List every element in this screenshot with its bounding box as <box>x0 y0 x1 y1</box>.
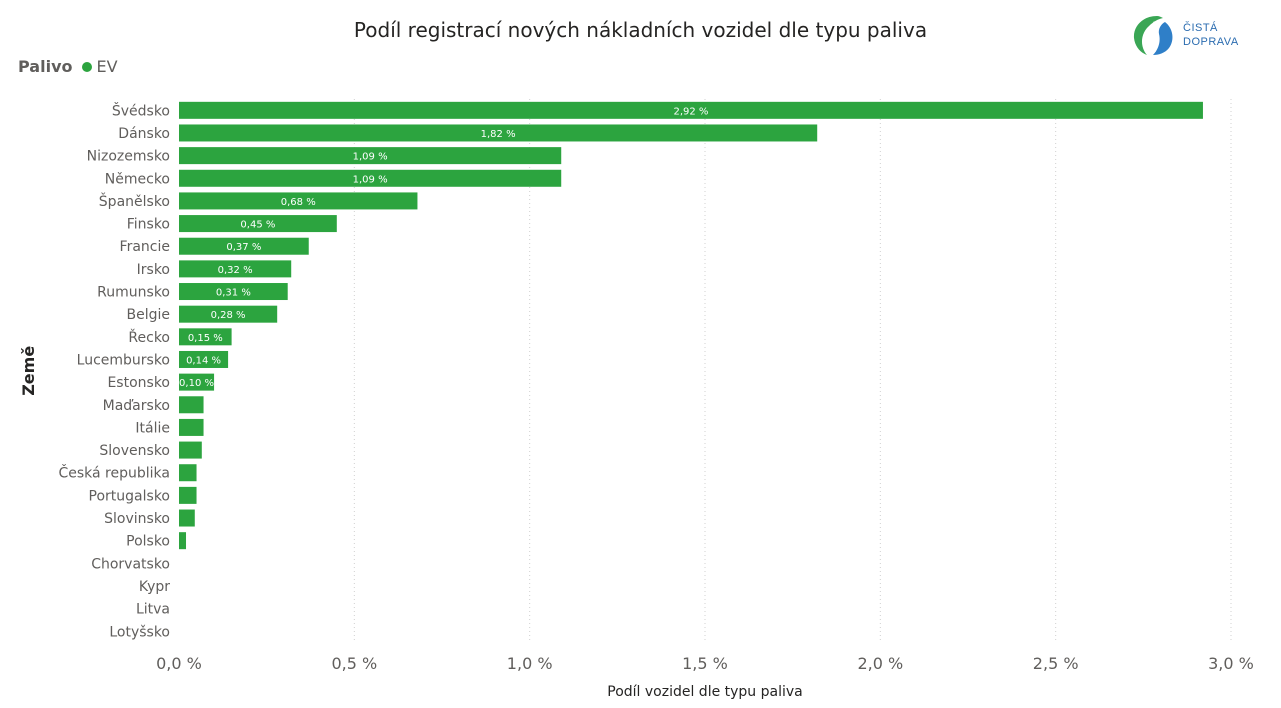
legend-marker-ev[interactable] <box>82 61 93 72</box>
legend: Palivo EV <box>18 57 118 76</box>
x-tick-label: 3,0 % <box>1208 654 1254 673</box>
data-label: 1,09 % <box>353 174 388 185</box>
data-label: 0,14 % <box>186 355 221 366</box>
data-label: 0,68 % <box>281 197 316 208</box>
bar[interactable] <box>179 124 818 142</box>
category-label: Irsko <box>137 262 170 278</box>
category-label: Estonsko <box>107 375 170 391</box>
x-tick-label: 1,5 % <box>682 654 728 673</box>
bar[interactable] <box>179 396 204 414</box>
category-label: Francie <box>120 239 170 255</box>
x-tick-label: 2,0 % <box>857 654 903 673</box>
x-axis-title: Podíl vozidel dle typu paliva <box>607 684 803 700</box>
category-label: Belgie <box>127 307 171 323</box>
data-label: 0,32 % <box>218 265 253 276</box>
category-label: Dánsko <box>118 126 170 142</box>
logo-text-line1: ČISTÁ <box>1183 22 1218 34</box>
category-label: Řecko <box>128 329 170 346</box>
category-label: Lotyšsko <box>109 624 170 640</box>
data-label: 0,10 % <box>179 378 214 389</box>
category-label: Portugalsko <box>89 488 170 504</box>
bar[interactable] <box>179 237 309 255</box>
bar[interactable] <box>179 215 337 233</box>
bar[interactable] <box>179 373 215 391</box>
bar[interactable] <box>179 328 232 346</box>
data-label: 0,45 % <box>240 220 275 231</box>
category-label: Rumunsko <box>97 285 170 301</box>
bar[interactable] <box>179 260 292 278</box>
bar[interactable] <box>179 169 562 187</box>
category-label: Itálie <box>135 420 170 436</box>
chart-title: Podíl registrací nových nákladních vozid… <box>353 18 928 42</box>
data-label: 0,15 % <box>188 333 223 344</box>
category-label: Švédsko <box>112 101 170 119</box>
data-label: 2,92 % <box>673 106 708 117</box>
bar[interactable] <box>179 418 204 436</box>
category-label: Nizozemsko <box>87 149 170 165</box>
category-label: Lucembursko <box>77 352 170 368</box>
category-label: Chorvatsko <box>91 556 170 572</box>
data-label: 0,28 % <box>211 310 246 321</box>
category-label: Česká republika <box>58 464 170 482</box>
category-label: Polsko <box>126 534 170 550</box>
cista-doprava-logo: ČISTÁ DOPRAVA <box>1131 14 1251 56</box>
bar[interactable] <box>179 464 197 482</box>
category-label: Kypr <box>139 579 170 595</box>
bar[interactable] <box>179 101 1203 119</box>
bar[interactable] <box>179 486 197 504</box>
x-tick-label: 1,0 % <box>507 654 553 673</box>
data-label: 1,09 % <box>353 152 388 163</box>
bar[interactable] <box>179 532 187 550</box>
legend-item-ev[interactable]: EV <box>96 57 118 76</box>
bar[interactable] <box>179 283 288 301</box>
data-label: 0,37 % <box>226 242 261 253</box>
legend-title: Palivo <box>18 57 73 76</box>
category-label: Slovinsko <box>104 511 170 527</box>
bar[interactable] <box>179 305 278 323</box>
category-label: Španělsko <box>99 192 170 210</box>
x-tick-label: 0,0 % <box>156 654 202 673</box>
x-tick-label: 0,5 % <box>331 654 377 673</box>
category-label: Slovensko <box>99 443 170 459</box>
logo-text-line2: DOPRAVA <box>1183 36 1239 48</box>
category-label: Litva <box>136 602 170 618</box>
category-label: Finsko <box>127 217 170 233</box>
data-label: 0,31 % <box>216 288 251 299</box>
y-axis-title: Země <box>19 346 38 396</box>
bar[interactable] <box>179 192 418 210</box>
bar[interactable] <box>179 441 202 459</box>
category-label: Německo <box>105 171 170 187</box>
bar[interactable] <box>179 350 229 368</box>
logo-text: ČISTÁ DOPRAVA <box>1183 21 1239 49</box>
logo-icon <box>1133 16 1173 55</box>
data-label: 1,82 % <box>481 129 516 140</box>
category-label: Maďarsko <box>103 398 170 414</box>
bar[interactable] <box>179 509 195 527</box>
bar[interactable] <box>179 147 562 165</box>
x-tick-label: 2,5 % <box>1033 654 1079 673</box>
